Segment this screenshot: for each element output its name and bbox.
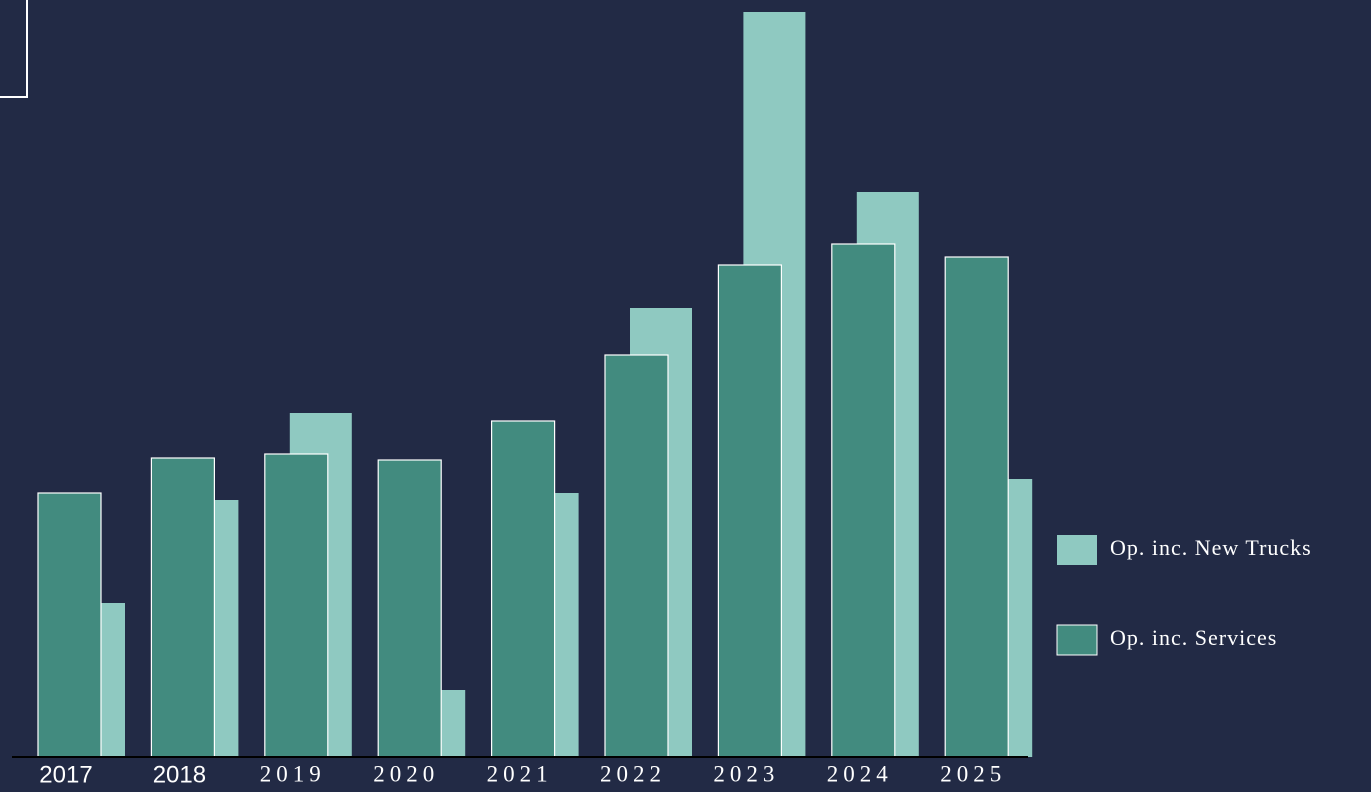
x-tick-label: 2017 (39, 761, 92, 788)
legend-swatch (1056, 624, 1098, 656)
bar (264, 453, 329, 758)
x-tick-label: 2020 (373, 761, 439, 786)
x-tick-label: 2023 (713, 761, 779, 786)
x-tick-label: 2022 (600, 761, 666, 786)
x-tick-label: 2021 (487, 761, 553, 786)
bar (377, 459, 442, 758)
bar (944, 256, 1009, 758)
frame-corner (0, 0, 28, 98)
legend-label: Op. inc. New Trucks (1110, 535, 1312, 560)
x-tick-label: 2019 (260, 761, 326, 786)
bar (37, 492, 102, 758)
bar (150, 457, 215, 758)
legend-swatch (1057, 535, 1097, 565)
x-tick-label: 2018 (153, 761, 206, 788)
legend-label: Op. inc. Services (1110, 625, 1277, 650)
bar (831, 243, 896, 758)
x-tick-label: 2025 (940, 761, 1006, 786)
bar (717, 264, 783, 758)
bar (491, 420, 556, 758)
bar (604, 354, 669, 758)
x-tick-label: 2024 (827, 761, 893, 786)
